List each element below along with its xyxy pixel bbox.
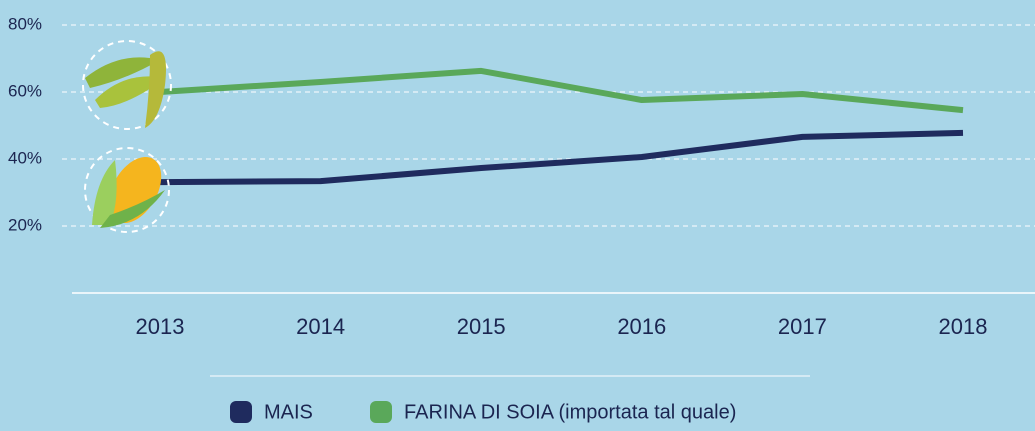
y-tick-label: 60% [8,81,42,100]
x-tick-label: 2014 [296,314,345,339]
legend-swatch [370,401,392,423]
y-tick-label: 20% [8,215,42,234]
corn-icon [85,148,172,232]
legend-label: FARINA DI SOIA (importata tal quale) [404,401,736,423]
y-tick-label: 40% [8,148,42,167]
chart: 20% 40% 60% 80% 2013 2014 2015 2016 2017 2018 MAIS… [0,0,1035,431]
x-tick-label: 2015 [457,314,506,339]
x-tick-label: 2016 [617,314,666,339]
x-tick-label: 2018 [939,314,988,339]
x-tick-label: 2013 [136,314,185,339]
series-line [160,71,963,110]
page: {"chart_data": {"type": "line", "categor… [0,0,1035,431]
legend-label: MAIS [264,401,313,423]
series-line [160,133,963,182]
legend-swatch [230,401,252,423]
x-tick-label: 2017 [778,314,827,339]
soy-icon [83,41,171,129]
y-tick-label: 80% [8,14,42,33]
